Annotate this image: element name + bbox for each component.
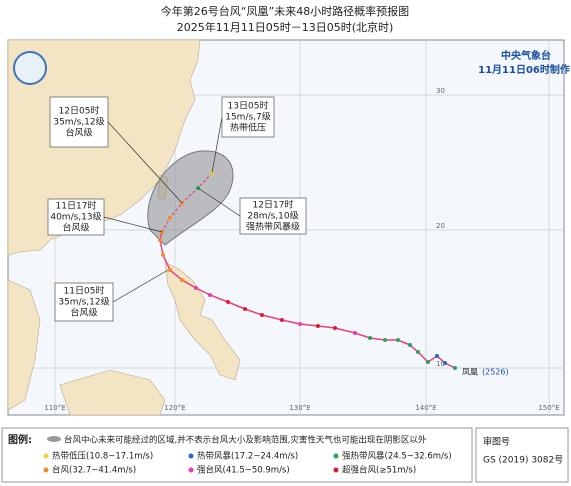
legend-heading: 图例: bbox=[8, 433, 32, 446]
lat-label: 10 bbox=[436, 360, 445, 368]
track-point bbox=[226, 300, 230, 304]
legend-item: 强台风(41.5~50.9m/s) bbox=[197, 465, 290, 476]
annotation-time: 13日05时 bbox=[228, 100, 269, 112]
track-point bbox=[435, 354, 439, 358]
legend-item: 热带风暴(17.2~24.4m/s) bbox=[197, 451, 298, 462]
annotation-box bbox=[221, 96, 275, 138]
annotation-level: 热带低压 bbox=[230, 122, 266, 134]
annotation-wind: 15m/s,7级 bbox=[225, 111, 271, 123]
track-point bbox=[168, 216, 172, 220]
annotation-wind: 40m/s,13级 bbox=[50, 211, 101, 223]
past-track bbox=[159, 231, 456, 369]
lat-label: 20 bbox=[436, 222, 445, 230]
track-point bbox=[243, 307, 247, 311]
track-point bbox=[208, 293, 212, 297]
leader-line bbox=[112, 269, 169, 303]
cone-swatch bbox=[47, 436, 61, 442]
annotation-time: 11日17时 bbox=[56, 200, 97, 212]
annotation-level: 台风级 bbox=[62, 222, 89, 234]
legend-swatch bbox=[333, 453, 339, 459]
track-point bbox=[416, 350, 420, 354]
track-point bbox=[180, 278, 184, 282]
annotation-level: 台风级 bbox=[65, 127, 92, 139]
lon-label: 150°E bbox=[538, 404, 559, 412]
track-point bbox=[194, 286, 198, 290]
approval-number: GS (2019) 3082号 bbox=[483, 455, 563, 466]
typhoon-code: (2526) bbox=[482, 368, 509, 377]
leader-line bbox=[211, 116, 223, 174]
track-point bbox=[158, 238, 162, 242]
track-point bbox=[333, 326, 337, 330]
title: 今年第26号台风“凤凰”未来48小时路径概率预报图 bbox=[161, 4, 409, 18]
track-point bbox=[368, 336, 372, 340]
annotation-wind: 28m/s,10级 bbox=[247, 210, 298, 222]
lon-label: 130°E bbox=[289, 404, 310, 412]
legend-swatch bbox=[188, 453, 194, 459]
legend-swatch bbox=[43, 453, 49, 459]
track-point bbox=[298, 322, 302, 326]
track-point bbox=[383, 338, 387, 342]
legend-item: 热带低压(10.8~17.1m/s) bbox=[52, 451, 153, 462]
track-point bbox=[426, 360, 430, 364]
annotation-wind: 35m/s,12级 bbox=[58, 296, 109, 308]
annotation-box bbox=[49, 96, 109, 148]
annotation-time: 12日17时 bbox=[253, 199, 294, 211]
subtitle: 2025年11月11日05时－13日05时(北京时) bbox=[177, 20, 394, 34]
track-point bbox=[280, 318, 284, 322]
approval-heading: 审图号 bbox=[483, 436, 510, 448]
track-point bbox=[396, 338, 400, 342]
legend-item: 台风(32.7~41.4m/s) bbox=[52, 465, 136, 476]
annotation-time: 12日05时 bbox=[59, 105, 100, 117]
track-point bbox=[443, 361, 447, 365]
issue-time: 11月11日06时制作 bbox=[478, 63, 570, 76]
legend-box bbox=[1, 427, 473, 483]
annotation-box bbox=[239, 197, 307, 235]
annotation-level: 台风级 bbox=[70, 307, 97, 319]
logo bbox=[13, 51, 47, 85]
typhoon-name: 凤凰 bbox=[462, 368, 478, 377]
legend-swatch bbox=[333, 467, 339, 473]
annotation-level: 强热带风暴级 bbox=[246, 221, 300, 233]
annotation-time: 11日05时 bbox=[64, 285, 105, 297]
track-point bbox=[161, 253, 165, 257]
track-point bbox=[453, 366, 457, 370]
track-point bbox=[168, 268, 172, 272]
lon-label: 120°E bbox=[164, 404, 185, 412]
track-point bbox=[353, 331, 357, 335]
annotation-box bbox=[54, 282, 114, 322]
track-point bbox=[408, 343, 412, 347]
leader-line bbox=[197, 187, 241, 217]
annotation-wind: 35m/s,12级 bbox=[53, 116, 104, 128]
legend-item: 超强台风(≥51m/s) bbox=[342, 465, 416, 476]
approval-box bbox=[475, 427, 569, 483]
cone-note: 台风中心未来可能经过的区域,并不表示台风大小及影响范围,灾害性天气也可能出现在阴… bbox=[64, 435, 427, 446]
legend-swatch bbox=[43, 467, 49, 473]
leader-line bbox=[103, 216, 163, 233]
track-point bbox=[316, 324, 320, 328]
lat-label: 30 bbox=[436, 87, 445, 95]
annotation-box bbox=[47, 198, 105, 236]
track-point bbox=[260, 313, 264, 317]
lon-label: 140°E bbox=[415, 404, 436, 412]
lon-label: 110°E bbox=[44, 404, 65, 412]
leader-line bbox=[107, 121, 183, 204]
legend-swatch bbox=[188, 467, 194, 473]
agency-name: 中央气象台 bbox=[501, 49, 551, 62]
legend-item: 强热带风暴(24.5~32.6m/s) bbox=[342, 451, 452, 462]
